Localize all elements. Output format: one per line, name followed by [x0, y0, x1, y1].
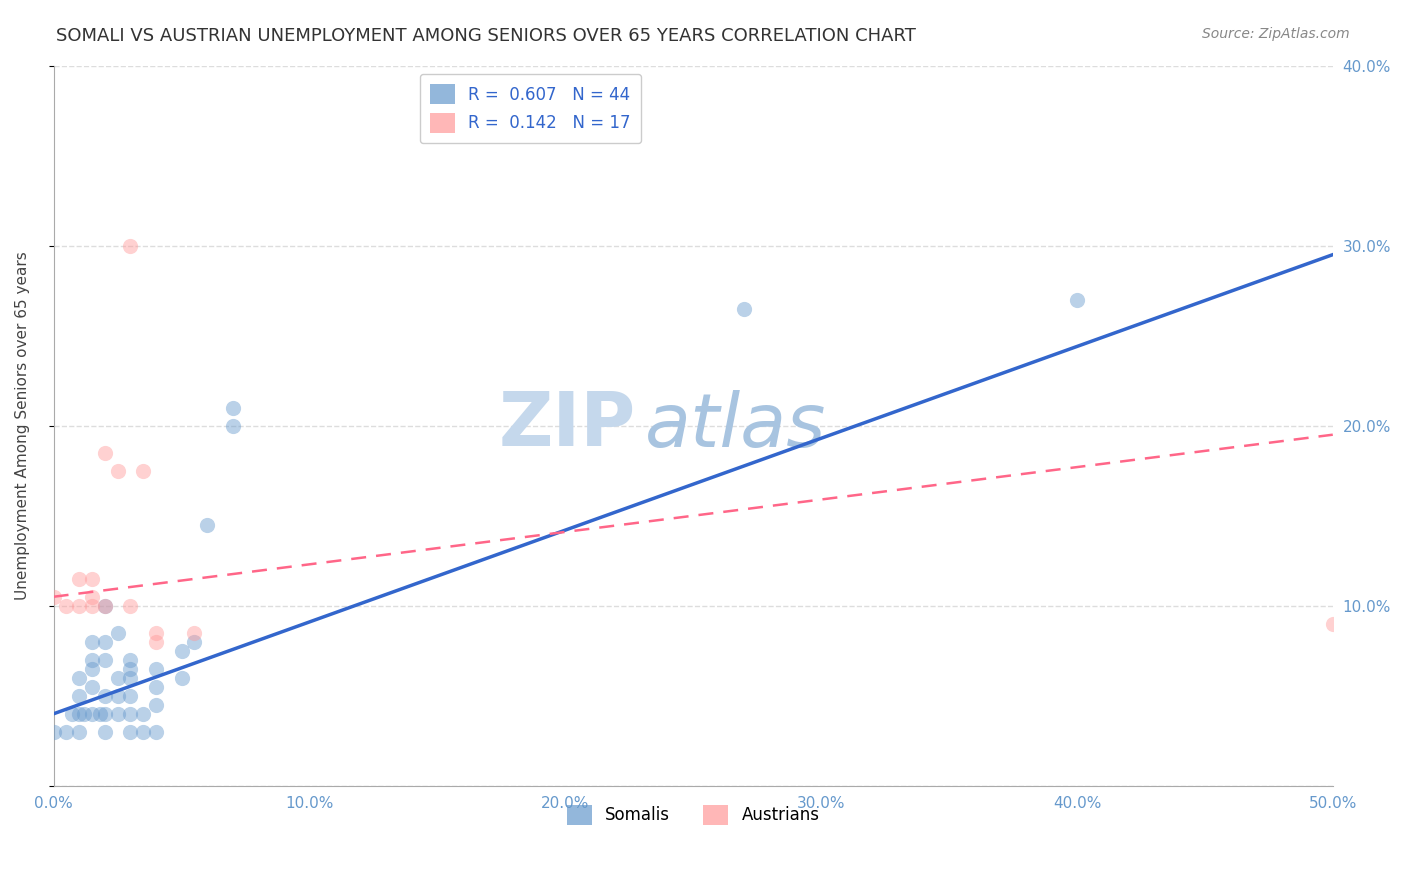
Point [94, 599, 117, 613]
Point [145, 662, 167, 676]
Point [80, 572, 103, 586]
Point [132, 724, 155, 739]
Point [120, 653, 142, 667]
Point [94, 724, 117, 739]
Text: SOMALI VS AUSTRIAN UNEMPLOYMENT AMONG SENIORS OVER 65 YEARS CORRELATION CHART: SOMALI VS AUSTRIAN UNEMPLOYMENT AMONG SE… [56, 27, 917, 45]
Point [42, 590, 65, 604]
Point [80, 662, 103, 676]
Point [60, 706, 83, 721]
Point [145, 698, 167, 712]
Point [120, 706, 142, 721]
Point [80, 599, 103, 613]
Point [80, 653, 103, 667]
Point [120, 724, 142, 739]
Point [145, 634, 167, 648]
Point [1322, 616, 1344, 631]
Legend: Somalis, Austrians: Somalis, Austrians [557, 795, 830, 835]
Point [67, 572, 90, 586]
Point [120, 662, 142, 676]
Point [222, 401, 245, 415]
Point [120, 671, 142, 685]
Point [80, 590, 103, 604]
Point [183, 625, 205, 640]
Point [67, 671, 90, 685]
Point [67, 724, 90, 739]
Point [120, 238, 142, 252]
Point [222, 418, 245, 433]
Point [94, 446, 117, 460]
Point [55, 599, 77, 613]
Point [67, 706, 90, 721]
Point [733, 301, 755, 316]
Text: ZIP: ZIP [498, 389, 636, 462]
Point [67, 689, 90, 703]
Point [132, 464, 155, 478]
Point [80, 680, 103, 694]
Point [107, 464, 129, 478]
Point [80, 706, 103, 721]
Point [42, 724, 65, 739]
Point [107, 706, 129, 721]
Point [94, 706, 117, 721]
Point [145, 680, 167, 694]
Point [94, 599, 117, 613]
Point [107, 689, 129, 703]
Point [94, 689, 117, 703]
Point [145, 724, 167, 739]
Point [170, 644, 193, 658]
Point [1066, 293, 1088, 307]
Point [94, 653, 117, 667]
Point [67, 599, 90, 613]
Point [132, 706, 155, 721]
Point [89, 706, 111, 721]
Point [120, 599, 142, 613]
Point [145, 625, 167, 640]
Text: Source: ZipAtlas.com: Source: ZipAtlas.com [1202, 27, 1350, 41]
Point [120, 689, 142, 703]
Point [55, 724, 77, 739]
Point [73, 706, 96, 721]
Point [107, 625, 129, 640]
Text: atlas: atlas [644, 390, 825, 462]
Y-axis label: Unemployment Among Seniors over 65 years: Unemployment Among Seniors over 65 years [15, 252, 30, 600]
Point [183, 634, 205, 648]
Point [195, 517, 218, 532]
Point [80, 634, 103, 648]
Point [107, 671, 129, 685]
Point [170, 671, 193, 685]
Point [94, 634, 117, 648]
